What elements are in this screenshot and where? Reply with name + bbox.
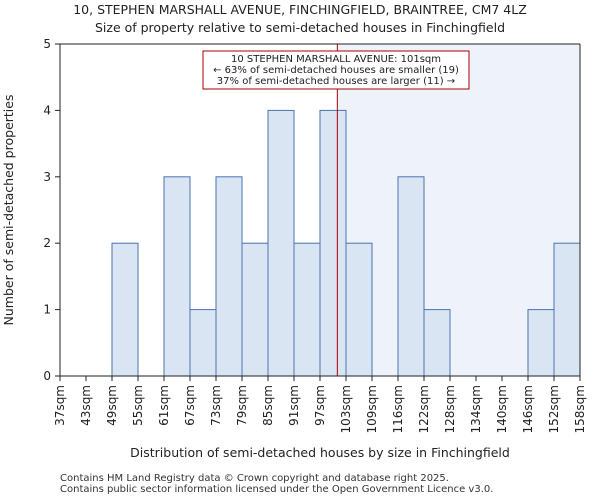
bars-layer — [111, 109, 581, 377]
bar-116sqm — [397, 176, 425, 377]
footer-credits: Contains HM Land Registry data © Crown c… — [60, 473, 493, 495]
annotation-line-1: 10 STEPHEN MARSHALL AVENUE: 101sqm — [231, 54, 441, 65]
x-axis-label: Distribution of semi-detached houses by … — [130, 445, 510, 460]
y-tick-label: 3 — [43, 170, 51, 184]
x-tick-label: 79sqm — [235, 385, 249, 426]
footer-line-1: Contains HM Land Registry data © Crown c… — [60, 473, 449, 484]
bar-85sqm — [267, 109, 295, 377]
x-tick-label: 61sqm — [157, 385, 171, 426]
y-axis-label: Number of semi-detached properties — [1, 95, 16, 326]
annotation-line-3: 37% of semi-detached houses are larger (… — [217, 76, 455, 87]
y-ticks-layer: 0 1 2 3 4 5 — [43, 37, 60, 383]
y-tick-label: 1 — [43, 303, 51, 317]
bar-61sqm — [163, 176, 191, 377]
x-tick-label: 140sqm — [495, 385, 509, 433]
x-tick-label: 122sqm — [417, 385, 431, 433]
bar-91sqm — [293, 242, 321, 377]
x-tick-label: 146sqm — [521, 385, 535, 433]
marker-annotation: 10 STEPHEN MARSHALL AVENUE: 101sqm ← 63%… — [202, 50, 470, 90]
bar-73sqm — [215, 176, 243, 377]
x-tick-label: 152sqm — [547, 385, 561, 433]
x-tick-label: 116sqm — [391, 385, 405, 433]
bar-146sqm — [527, 309, 555, 377]
x-tick-label: 73sqm — [209, 385, 223, 426]
x-tick-label: 158sqm — [573, 385, 587, 433]
x-tick-label: 134sqm — [469, 385, 483, 433]
y-tick-label: 5 — [43, 37, 51, 51]
chart-title-block: 10, STEPHEN MARSHALL AVENUE, FINCHINGFIE… — [0, 0, 600, 37]
x-tick-label: 128sqm — [443, 385, 457, 433]
x-tick-label: 55sqm — [131, 385, 145, 426]
chart-title: 10, STEPHEN MARSHALL AVENUE, FINCHINGFIE… — [73, 2, 527, 17]
x-tick-label: 67sqm — [183, 385, 197, 426]
bar-97sqm — [319, 109, 347, 377]
bar-49sqm — [111, 242, 139, 377]
y-tick-label: 2 — [43, 236, 51, 250]
bar-103sqm — [345, 242, 373, 377]
x-ticks-layer: 37sqm 43sqm 49sqm 55sqm 61sqm 67sqm 73sqm 79sqm… — [53, 376, 587, 433]
x-tick-label: 37sqm — [53, 385, 67, 426]
x-tick-label: 85sqm — [261, 385, 275, 426]
y-tick-label: 4 — [43, 103, 51, 117]
x-tick-label: 109sqm — [365, 385, 379, 433]
chart-subtitle: Size of property relative to semi-detach… — [94, 20, 506, 35]
y-tick-label: 0 — [43, 369, 51, 383]
footer-line-2: Contains public sector information licen… — [60, 484, 494, 495]
bar-79sqm — [241, 242, 269, 377]
x-tick-label: 103sqm — [339, 385, 353, 433]
x-tick-label: 43sqm — [79, 385, 93, 426]
histogram-chart: 0 1 2 3 4 5 37sqm 43sqm 49sqm 55sqm 61sqm 67sqm 73s… — [1, 37, 587, 460]
annotation-box — [202, 50, 470, 90]
bar-152sqm — [553, 242, 581, 377]
x-tick-label: 91sqm — [287, 385, 301, 426]
x-tick-label: 97sqm — [313, 385, 327, 426]
x-tick-label: 49sqm — [105, 385, 119, 426]
annotation-line-2: ← 63% of semi-detached houses are smalle… — [213, 65, 459, 76]
bar-67sqm — [189, 309, 217, 377]
bar-122sqm — [423, 309, 451, 377]
